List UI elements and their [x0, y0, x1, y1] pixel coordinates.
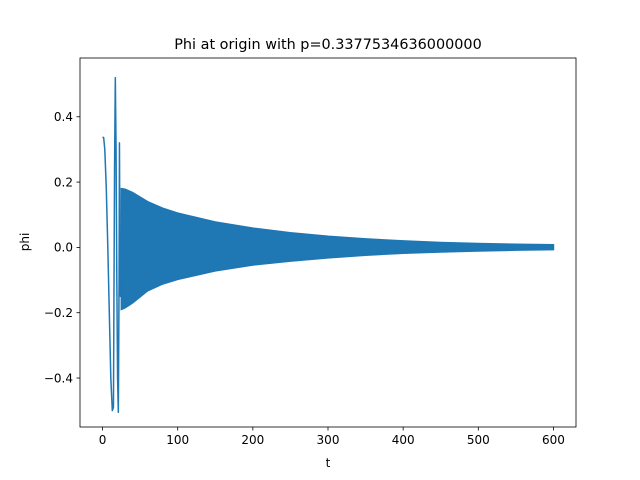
x-tick-label: 400 [392, 433, 415, 447]
x-axis-ticks: 0 100 200 300 400 500 600 [99, 427, 565, 447]
x-axis-label: t [326, 456, 331, 470]
y-axis-ticks: −0.4 −0.2 0.0 0.2 0.4 [44, 110, 80, 385]
y-tick-label: 0.0 [54, 241, 73, 255]
x-tick-label: 200 [241, 433, 264, 447]
series-oscillation-band [120, 187, 555, 311]
x-tick-label: 0 [99, 433, 107, 447]
x-tick-label: 300 [317, 433, 340, 447]
chart-title: Phi at origin with p=0.3377534636000000 [174, 37, 481, 53]
plot-area [102, 76, 555, 414]
x-tick-label: 100 [166, 433, 189, 447]
y-tick-label: −0.2 [44, 306, 73, 320]
y-axis-label: phi [18, 233, 32, 252]
y-tick-label: 0.2 [54, 175, 73, 189]
x-tick-label: 600 [542, 433, 565, 447]
x-tick-label: 500 [467, 433, 490, 447]
series-line [102, 76, 123, 414]
axes: 0 100 200 300 400 500 600 −0.4 −0.2 0.0 0.2 0.4 [44, 57, 577, 447]
y-tick-label: −0.4 [44, 371, 73, 385]
y-tick-label: 0.4 [54, 110, 73, 124]
